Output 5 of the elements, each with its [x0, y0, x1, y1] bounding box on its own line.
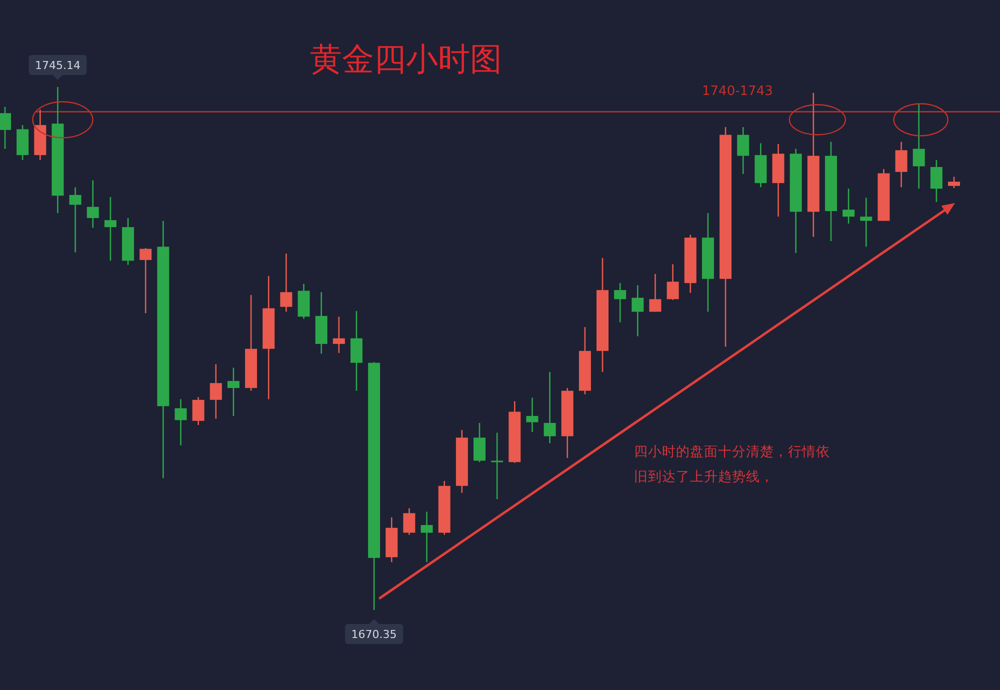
annotation: 四小时的盘面十分清楚，行情依旧到达了上升趋势线，	[634, 443, 831, 487]
annotation: 1740-1743	[702, 84, 773, 99]
annotation: 1670.35	[351, 628, 397, 641]
chart-title: 黄金四小时图	[310, 39, 502, 80]
annotation: 1745.14	[34, 59, 80, 72]
